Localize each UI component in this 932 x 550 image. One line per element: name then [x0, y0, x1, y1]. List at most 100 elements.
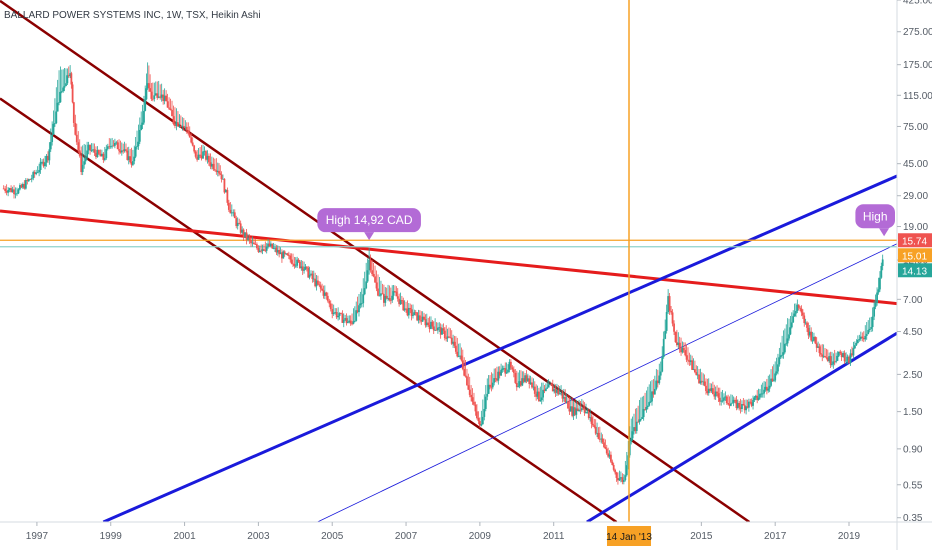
candle-body	[483, 408, 486, 417]
candle-body	[439, 327, 442, 335]
candle-body	[567, 401, 569, 409]
price-tag-label: 15.74	[902, 236, 927, 247]
candle-body	[564, 397, 567, 403]
candle-body	[738, 402, 741, 408]
candle-body	[118, 149, 120, 151]
candle-body	[486, 393, 489, 397]
candle-body	[441, 328, 443, 335]
candle-body	[334, 312, 337, 313]
candle-body	[399, 300, 402, 305]
candle-body	[75, 134, 78, 143]
candle-body	[489, 384, 491, 387]
trendline	[0, 209, 897, 306]
annotation-bubble	[855, 204, 895, 229]
candle-body	[676, 342, 678, 345]
candle-body	[172, 116, 175, 124]
candle-body	[105, 148, 108, 159]
candle-body	[656, 380, 659, 384]
annotation-pointer	[364, 232, 375, 241]
candle-body	[759, 393, 761, 398]
candle-body	[179, 126, 182, 128]
candle-body	[611, 461, 614, 465]
candle-body	[822, 355, 825, 357]
candle-body	[512, 369, 515, 373]
crosshair-time-tag	[607, 526, 652, 546]
candle-body	[764, 386, 767, 390]
candle-body	[294, 265, 297, 267]
candle-body	[618, 478, 621, 481]
candle-body	[500, 369, 503, 376]
x-tick-label: 2001	[173, 531, 196, 542]
candle-body	[673, 323, 675, 332]
candle-body	[54, 123, 56, 124]
candle-body	[752, 399, 754, 406]
candle-body	[478, 421, 481, 426]
candle-body	[267, 243, 269, 247]
candle-body	[33, 172, 36, 175]
candle-body	[824, 355, 826, 358]
candle-body	[808, 331, 811, 336]
candle-body	[709, 388, 712, 392]
candle-body	[633, 427, 635, 432]
candle-body	[418, 315, 421, 320]
candle-body	[696, 374, 699, 376]
candle-body	[430, 321, 432, 329]
candle-body	[786, 338, 789, 344]
price-axis[interactable]: 425.00 275.00 175.00 115.00 75.00 45.00 29.00 1…	[896, 0, 932, 550]
candle-body	[810, 331, 813, 341]
candle-body	[706, 390, 709, 394]
candle-body	[579, 409, 582, 411]
candle-body	[874, 302, 877, 307]
candle-body	[601, 438, 604, 443]
candle-body	[241, 229, 244, 233]
candle-body	[731, 402, 734, 404]
candle-body	[383, 294, 385, 303]
candle-body	[464, 375, 467, 377]
candle-body	[366, 270, 369, 282]
candle-body	[282, 251, 285, 259]
candle-body	[592, 423, 594, 426]
x-tick-label: 2011	[543, 531, 565, 542]
candle-body	[188, 133, 191, 138]
candle-body	[502, 368, 505, 369]
y-tick-label: 7.00	[903, 295, 923, 306]
candle-body	[32, 172, 35, 179]
candle-body	[304, 266, 307, 270]
candle-body	[851, 353, 853, 356]
x-tick-label: 2003	[247, 531, 270, 542]
candle-body	[582, 408, 585, 410]
candle-body	[742, 404, 745, 406]
candle-body	[652, 391, 655, 395]
candle-body	[655, 380, 658, 389]
candle-body	[323, 292, 326, 296]
candle-body	[714, 391, 717, 397]
candle-body	[837, 351, 840, 356]
candle-body	[521, 378, 524, 386]
candle-body	[587, 412, 590, 418]
candle-body	[473, 401, 475, 405]
x-tick-label: 2009	[469, 531, 492, 542]
candle-body	[261, 249, 264, 252]
candle-body	[300, 266, 303, 269]
time-axis[interactable]: 1997 1999 2001 2003 2005 2007 2009 2011 2015 2017…	[0, 521, 932, 542]
candle-body	[702, 381, 705, 383]
annotations: High 14,92 CAD High	[317, 204, 895, 241]
candle-body	[836, 355, 839, 361]
candle-body	[467, 385, 470, 390]
candle-body	[21, 184, 24, 188]
candle-body	[596, 432, 598, 434]
candle-body	[58, 102, 60, 103]
candle-body	[692, 369, 695, 370]
candle-body	[757, 397, 760, 400]
candle-body	[594, 426, 597, 434]
candle-body	[136, 146, 138, 148]
candle-body	[67, 75, 70, 77]
candle-body	[466, 376, 468, 386]
candle-body	[103, 158, 106, 160]
candle-body	[171, 109, 173, 117]
candle-body	[775, 371, 778, 374]
candle-body	[292, 263, 294, 265]
candle-body	[641, 417, 644, 419]
candle-body	[681, 347, 684, 353]
